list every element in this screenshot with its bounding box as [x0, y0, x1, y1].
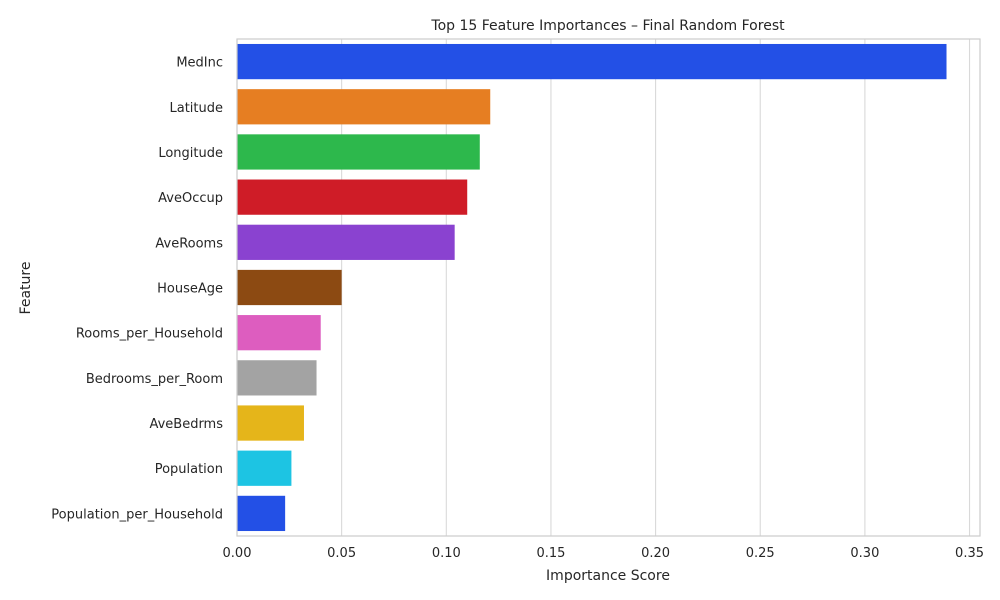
bar-averooms	[237, 224, 455, 260]
bar-bedrooms-per-room	[237, 360, 317, 396]
bar-latitude	[237, 89, 491, 125]
x-axis-label: Importance Score	[546, 568, 670, 584]
x-tick-label: 0.35	[955, 546, 984, 561]
x-tick-label: 0.10	[432, 546, 461, 561]
bar-avebedrms	[237, 405, 304, 441]
y-tick-label: Bedrooms_per_Room	[86, 372, 223, 387]
y-axis-label: Feature	[18, 262, 34, 315]
x-tick-labels: 0.00 0.05 0.10 0.15 0.20 0.25 0.30 0.35	[223, 546, 984, 561]
chart-title: Top 15 Feature Importances – Final Rando…	[430, 18, 785, 34]
y-tick-label: Population_per_Household	[51, 507, 223, 522]
x-tick-label: 0.25	[746, 546, 775, 561]
y-tick-label: MedInc	[176, 56, 223, 71]
bar-aveoccup	[237, 179, 468, 215]
bars	[237, 43, 947, 532]
bar-houseage	[237, 269, 342, 306]
bar-population-per-household	[237, 495, 286, 532]
bar-medinc	[237, 43, 947, 80]
y-tick-label: HouseAge	[157, 282, 223, 297]
y-tick-label: Rooms_per_Household	[76, 327, 223, 342]
y-tick-label: AveOccup	[158, 191, 223, 206]
y-tick-label: AveRooms	[155, 236, 223, 251]
y-tick-label: AveBedrms	[149, 417, 223, 432]
bar-longitude	[237, 134, 480, 170]
y-tick-label: Latitude	[169, 101, 223, 116]
x-tick-label: 0.05	[327, 546, 356, 561]
y-tick-label: Population	[155, 462, 223, 477]
plot-frame	[236, 38, 981, 537]
x-tick-label: 0.30	[850, 546, 879, 561]
y-tick-label: Longitude	[158, 146, 223, 161]
y-tick-labels: MedInc Latitude Longitude AveOccup AveRooms H…	[51, 56, 223, 523]
x-tick-label: 0.15	[536, 546, 565, 561]
x-tick-label: 0.00	[223, 546, 252, 561]
x-tick-label: 0.20	[641, 546, 670, 561]
bar-rooms-per-household	[237, 315, 321, 351]
bar-population	[237, 450, 292, 486]
